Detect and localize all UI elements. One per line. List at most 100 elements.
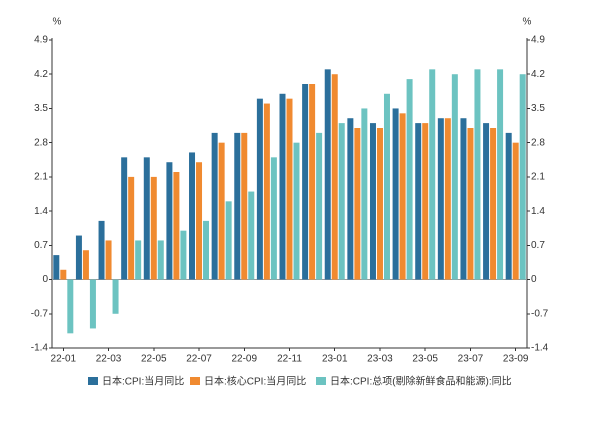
bar bbox=[422, 123, 429, 280]
y2-tick-label: 1.4 bbox=[531, 206, 545, 217]
bar bbox=[196, 162, 203, 280]
legend-label: 日本:CPI:总项(剔除新鲜食品和能源):同比 bbox=[330, 375, 512, 388]
bar bbox=[143, 157, 150, 280]
bar bbox=[415, 123, 422, 280]
y2-tick-label: 0 bbox=[531, 274, 537, 285]
bar bbox=[338, 123, 345, 280]
bar bbox=[89, 279, 96, 329]
bar bbox=[519, 74, 526, 280]
y-tick-label: 0 bbox=[42, 274, 48, 285]
legend-label: 日本:核心CPI:当月同比 bbox=[204, 375, 306, 388]
bar bbox=[180, 230, 187, 280]
y-tick-label: 2.8 bbox=[34, 137, 48, 148]
bar bbox=[75, 235, 82, 280]
bar bbox=[189, 152, 196, 280]
bar bbox=[451, 74, 458, 280]
bar bbox=[383, 93, 390, 280]
y-tick-label: -0.7 bbox=[31, 308, 49, 319]
bar bbox=[67, 279, 74, 334]
x-tick-label: 22-07 bbox=[186, 354, 212, 365]
bar bbox=[263, 103, 270, 280]
bar bbox=[369, 123, 376, 280]
y2-tick-label: 4.9 bbox=[531, 35, 545, 46]
bar bbox=[241, 132, 248, 280]
x-tick-label: 22-11 bbox=[277, 354, 302, 365]
bar bbox=[460, 118, 467, 280]
bar bbox=[150, 176, 157, 280]
y2-tick-label: 0.7 bbox=[531, 240, 545, 251]
bar bbox=[361, 108, 368, 280]
bar bbox=[302, 84, 309, 280]
y-tick-label: 2.1 bbox=[34, 172, 48, 183]
legend-swatch bbox=[88, 377, 98, 385]
bar bbox=[135, 240, 142, 280]
bar bbox=[512, 142, 519, 280]
bar bbox=[98, 220, 105, 280]
legend-label: 日本:CPI:当月同比 bbox=[102, 375, 184, 388]
bar bbox=[324, 69, 331, 280]
bar bbox=[82, 250, 89, 280]
bar bbox=[157, 240, 164, 280]
bar bbox=[211, 132, 218, 280]
x-tick-label: 23-03 bbox=[367, 354, 393, 365]
bar bbox=[354, 128, 361, 280]
y-tick-label: 4.2 bbox=[34, 69, 48, 80]
bar bbox=[128, 176, 135, 280]
y2-unit: % bbox=[523, 17, 532, 28]
bar bbox=[279, 93, 286, 280]
x-tick-label: 23-05 bbox=[412, 354, 438, 365]
bar bbox=[248, 191, 255, 280]
bar bbox=[505, 132, 512, 280]
x-tick-label: 22-05 bbox=[141, 354, 167, 365]
bar bbox=[218, 142, 225, 280]
y-tick-label: 0.7 bbox=[34, 240, 48, 251]
bar bbox=[331, 74, 338, 280]
bar bbox=[121, 157, 128, 280]
bar bbox=[286, 98, 293, 280]
y-tick-label: 1.4 bbox=[34, 206, 48, 217]
y2-tick-label: -1.4 bbox=[531, 343, 549, 354]
bar bbox=[203, 220, 210, 280]
bar bbox=[293, 142, 300, 280]
bar bbox=[406, 79, 413, 280]
y2-tick-label: 4.2 bbox=[531, 69, 545, 80]
bar bbox=[347, 118, 354, 280]
bar bbox=[429, 69, 436, 280]
x-tick-label: 23-01 bbox=[322, 354, 348, 365]
bar bbox=[497, 69, 504, 280]
bar bbox=[166, 162, 173, 280]
y2-tick-label: -0.7 bbox=[531, 308, 549, 319]
bar bbox=[53, 255, 60, 280]
bar bbox=[399, 113, 406, 280]
y-unit: % bbox=[53, 17, 62, 28]
y-tick-label: 4.9 bbox=[34, 35, 48, 46]
bar bbox=[234, 132, 241, 280]
x-tick-label: 22-09 bbox=[231, 354, 257, 365]
bar bbox=[256, 98, 263, 280]
bar bbox=[112, 279, 119, 314]
bar bbox=[490, 128, 497, 280]
x-tick-label: 23-09 bbox=[503, 354, 529, 365]
y-tick-label: -1.4 bbox=[31, 343, 49, 354]
bar bbox=[483, 123, 490, 280]
bar bbox=[173, 172, 180, 280]
x-tick-label: 22-01 bbox=[51, 354, 77, 365]
bar bbox=[444, 118, 451, 280]
y2-tick-label: 2.1 bbox=[531, 172, 545, 183]
x-tick-label: 23-07 bbox=[458, 354, 484, 365]
bar bbox=[392, 108, 399, 280]
y-tick-label: 3.5 bbox=[34, 103, 48, 114]
y2-tick-label: 2.8 bbox=[531, 137, 545, 148]
bar bbox=[60, 269, 67, 280]
bar bbox=[105, 240, 112, 280]
bar bbox=[225, 201, 232, 280]
x-tick-label: 22-03 bbox=[96, 354, 122, 365]
bar bbox=[474, 69, 481, 280]
legend-swatch bbox=[190, 377, 200, 385]
bar bbox=[376, 128, 383, 280]
bar bbox=[437, 118, 444, 280]
y2-tick-label: 3.5 bbox=[531, 103, 545, 114]
bar bbox=[309, 84, 316, 280]
bar bbox=[316, 132, 323, 280]
